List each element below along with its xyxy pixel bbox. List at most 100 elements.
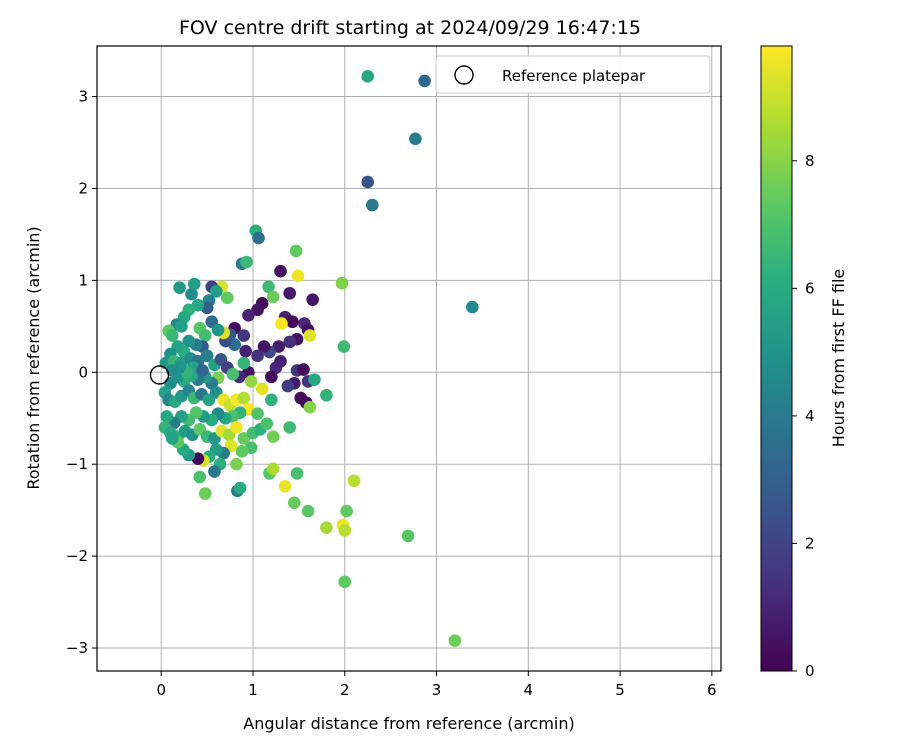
scatter-point: [251, 303, 264, 317]
colorbar-tick-label: 0: [805, 662, 815, 680]
scatter-point: [303, 400, 317, 414]
x-tick-label: 0: [156, 681, 166, 699]
scatter-point: [418, 74, 431, 88]
data-points: [158, 70, 479, 647]
scatter-point: [320, 521, 333, 534]
scatter-point: [175, 320, 188, 333]
scatter-point: [287, 496, 301, 510]
y-axis-ticks: −3 −2 −1 0 1 2 3: [66, 88, 97, 657]
y-tick-label: 3: [78, 88, 88, 106]
x-tick-label: 2: [340, 681, 350, 699]
scatter-point: [283, 335, 297, 349]
scatter-point: [209, 285, 223, 298]
scatter-point: [237, 391, 251, 405]
scatter-point: [230, 421, 243, 434]
colorbar-tick-label: 6: [805, 279, 815, 297]
scatter-point: [198, 329, 212, 342]
scatter-point: [242, 309, 255, 322]
scatter-point: [255, 382, 269, 396]
scatter-point: [200, 349, 214, 363]
colorbar-ticks: 0 2 4 6 8: [792, 152, 815, 680]
y-axis-label: Rotation from reference (arcmin): [24, 226, 43, 489]
scatter-point: [160, 410, 174, 423]
scatter-point: [262, 280, 275, 294]
scatter-point: [251, 349, 264, 363]
scatter-point: [265, 393, 278, 407]
scatter-point: [237, 329, 251, 342]
scatter-point: [303, 329, 317, 342]
scatter-point: [448, 634, 462, 647]
scatter-point: [198, 487, 212, 500]
scatter-point: [289, 244, 303, 258]
colorbar-tick-label: 8: [805, 152, 815, 170]
scatter-point: [211, 323, 225, 337]
scatter-point: [257, 340, 271, 353]
scatter-point: [252, 231, 265, 245]
scatter-point: [266, 290, 280, 304]
scatter-point: [308, 373, 321, 386]
legend: Reference platepar: [435, 55, 711, 94]
plot-frame: [96, 45, 722, 672]
y-tick-label: −2: [66, 547, 88, 565]
x-axis-label: Angular distance from reference (arcmin): [243, 714, 574, 733]
scatter-point: [297, 363, 310, 376]
scatter-point: [265, 370, 278, 384]
scatter-point: [306, 293, 319, 306]
y-tick-label: −1: [66, 455, 88, 473]
scatter-point: [320, 388, 333, 402]
scatter-point: [239, 344, 252, 358]
scatter-point: [281, 379, 295, 393]
scatter-point: [283, 286, 297, 300]
scatter-point: [291, 269, 305, 283]
scatter-point: [347, 474, 361, 488]
y-tick-label: 2: [78, 179, 88, 197]
scatter-point: [338, 524, 352, 537]
scatter-point: [196, 364, 209, 377]
chart-title: FOV centre drift starting at 2024/09/29 …: [179, 17, 641, 39]
scatter-point: [260, 417, 274, 431]
scatter-point: [233, 481, 247, 495]
x-tick-label: 5: [615, 681, 625, 699]
scatter-point: [361, 175, 375, 189]
scatter-point: [274, 264, 287, 278]
reference-point-marker: [149, 365, 170, 385]
legend-marker-icon: [454, 65, 474, 85]
scatter-point: [338, 575, 352, 589]
scatter-point: [235, 445, 249, 458]
scatter-point: [237, 432, 251, 445]
colorbar-label: Hours from first FF file: [829, 269, 848, 448]
scatter-point: [221, 291, 234, 305]
y-tick-label: −3: [66, 639, 88, 657]
scatter-point: [165, 329, 179, 342]
legend-box: [435, 55, 711, 94]
scatter-point: [365, 198, 379, 212]
scatter-point: [266, 430, 280, 443]
scatter-point: [335, 276, 349, 290]
x-tick-label: 4: [524, 681, 534, 699]
scatter-point: [283, 421, 297, 434]
colorbar-tick-label: 2: [805, 534, 815, 552]
colorbar: [760, 45, 793, 672]
scatter-point: [237, 356, 251, 370]
scatter-point: [165, 432, 179, 445]
colorbar-tick-label: 4: [805, 407, 815, 425]
x-tick-label: 3: [432, 681, 442, 699]
scatter-point: [226, 367, 240, 381]
scatter-point: [466, 300, 479, 314]
scatter-point: [272, 340, 285, 353]
y-tick-label: 0: [78, 363, 88, 381]
scatter-point: [337, 340, 351, 353]
scatter-point: [409, 132, 422, 146]
scatter-point: [187, 277, 201, 291]
scatter-point: [266, 462, 280, 476]
scatter-point: [185, 287, 198, 301]
scatter-point: [275, 317, 288, 330]
scatter-point: [251, 407, 264, 420]
scatter-point: [182, 334, 196, 348]
scatter-point: [193, 470, 207, 484]
scatter-point: [361, 70, 375, 83]
scatter-point: [290, 467, 304, 480]
legend-entry-reference-platepar: Reference platepar: [502, 67, 646, 85]
scatter-point: [340, 504, 353, 518]
